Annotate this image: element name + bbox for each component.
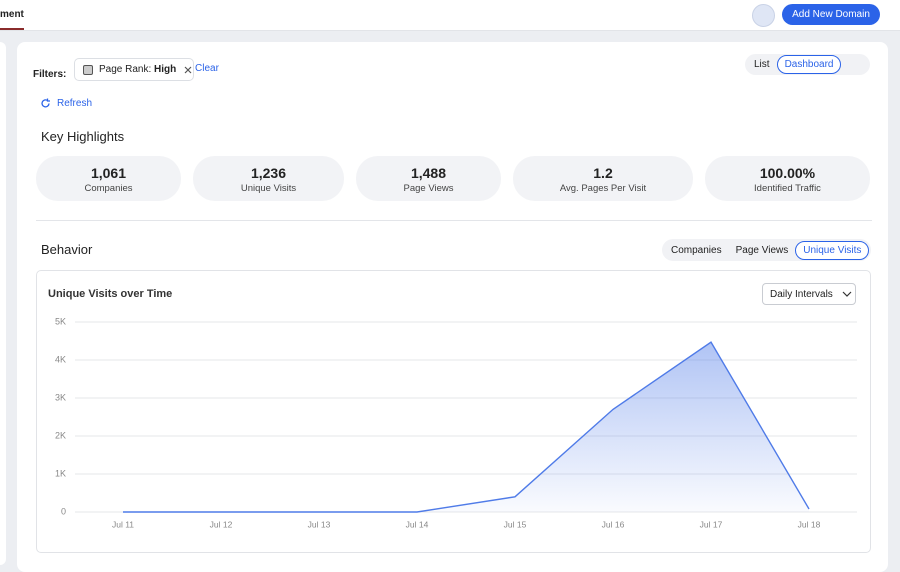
area-fill [123, 342, 809, 512]
refresh-icon[interactable] [40, 98, 51, 109]
view-list[interactable]: List [754, 59, 770, 70]
filter-chip[interactable]: Page Rank: High [74, 58, 194, 81]
highlight-pill: 1.2 Avg. Pages Per Visit [513, 156, 693, 201]
chart-title: Unique Visits over Time [48, 288, 173, 300]
chip-remove[interactable] [184, 66, 192, 74]
y-tick-label: 4K [55, 354, 66, 364]
highlight-value: 1,061 [90, 165, 127, 181]
chart-card [36, 270, 871, 553]
divider [36, 220, 872, 221]
add-domain-button[interactable]: Add New Domain [782, 4, 880, 25]
highlight-pill: 100.00% Identified Traffic [705, 156, 870, 201]
nav-tab[interactable]: ment [0, 9, 24, 20]
highlight-pill: 1,488 Page Views [356, 156, 501, 201]
behavior-tabs: Companies Page Views Unique Visits [662, 239, 872, 261]
view-dashboard[interactable]: Dashboard [776, 55, 842, 74]
highlight-label: Identified Traffic [754, 183, 821, 194]
chip-key: Page Rank: [99, 64, 152, 75]
y-tick-label: 3K [55, 392, 66, 402]
x-tick-label: Jul 17 [700, 519, 723, 529]
behavior-tab[interactable]: Companies [671, 244, 722, 256]
highlight-label: Avg. Pages Per Visit [559, 183, 647, 194]
x-tick-label: Jul 12 [210, 519, 233, 529]
highlight-label: Companies [84, 183, 133, 194]
highlight-value: 1,488 [410, 165, 447, 181]
highlight-label: Page Views [403, 183, 454, 194]
y-tick-label: 2K [55, 430, 66, 440]
clear-link[interactable]: Clear [195, 63, 219, 74]
x-tick-label: Jul 14 [406, 519, 429, 529]
highlight-label: Unique Visits [240, 183, 297, 194]
y-tick-label: 0 [61, 506, 66, 516]
x-tick-label: Jul 16 [602, 519, 625, 529]
refresh-link[interactable]: Refresh [57, 98, 93, 109]
interval-label: Daily Intervals [770, 288, 833, 300]
chart: 0 1K 2K 3K 4K 5K Jul 11 Jul 12 Jul 13 Jul 14 Jul 1… [55, 316, 857, 529]
highlight-value: 100.00% [759, 165, 816, 181]
behavior-tab[interactable]: Page Views [735, 244, 789, 256]
x-tick-label: Jul 13 [308, 519, 331, 529]
side-panel [0, 42, 6, 565]
highlight-value: 1,236 [250, 165, 287, 181]
x-tick-label: Jul 18 [798, 519, 821, 529]
avatar[interactable] [752, 4, 775, 27]
y-tick-label: 1K [55, 468, 66, 478]
highlight-value: 1.2 [593, 165, 613, 181]
chevron [842, 291, 852, 297]
highlight-pill: 1,236 Unique Visits [193, 156, 344, 201]
chip-icon [83, 64, 93, 75]
x-tick-label: Jul 11 [112, 519, 134, 529]
interval-dropdown[interactable]: Daily Intervals [762, 283, 856, 305]
view-toggle: List Dashboard [745, 54, 870, 75]
filters-label: Filters: [33, 69, 67, 80]
behavior-tab[interactable]: Unique Visits [795, 240, 870, 260]
highlight-pill: 1,061 Companies [36, 156, 181, 201]
behavior-title: Behavior [41, 242, 93, 257]
top-bar: ment Add New Domain [0, 0, 900, 31]
area-line [123, 341, 810, 513]
x-tick-label: Jul 15 [504, 519, 527, 529]
chip-value: High [154, 64, 177, 75]
y-tick-label: 5K [55, 316, 66, 326]
highlights-title: Key Highlights [41, 129, 125, 144]
tab-underline [0, 28, 24, 30]
